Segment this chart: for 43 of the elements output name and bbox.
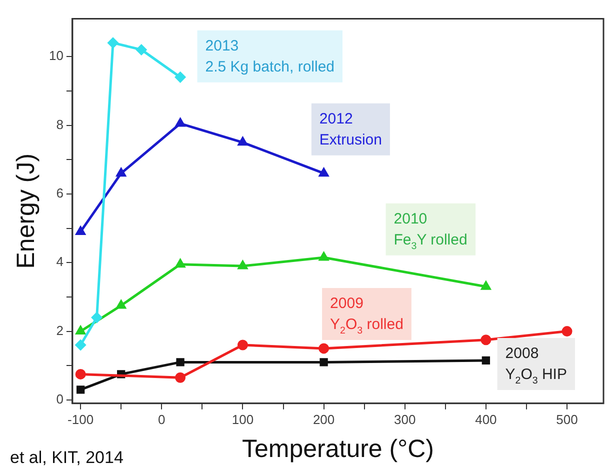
point xyxy=(76,386,85,394)
point xyxy=(76,326,86,335)
point xyxy=(136,44,147,55)
point xyxy=(481,281,491,290)
point xyxy=(92,312,102,323)
point xyxy=(116,168,126,177)
point xyxy=(237,340,248,350)
series-label: 2013 2.5 Kg batch, rolled xyxy=(205,37,335,76)
x-tick-label: 400 xyxy=(475,412,497,427)
point xyxy=(175,72,186,82)
point xyxy=(319,168,329,177)
point xyxy=(238,260,248,270)
point xyxy=(562,326,572,337)
series-label: 2012 Extrusion xyxy=(319,110,382,148)
point xyxy=(318,343,330,354)
point xyxy=(116,300,126,309)
point xyxy=(75,340,86,350)
point xyxy=(176,118,186,127)
x-tick-label: 100 xyxy=(232,412,254,427)
x-tick-label: -100 xyxy=(68,412,94,427)
point xyxy=(76,226,86,235)
x-tick-label: 300 xyxy=(394,412,416,427)
point xyxy=(319,252,329,261)
point xyxy=(482,356,490,365)
x-tick-label: 0 xyxy=(158,412,166,427)
y-tick-label: 4 xyxy=(56,254,64,270)
x-tick-label: 200 xyxy=(312,412,335,427)
point xyxy=(176,358,184,366)
y-axis-title: Energy (J) xyxy=(12,153,40,269)
point xyxy=(108,38,118,48)
y-tick-label: 8 xyxy=(56,116,64,132)
y-tick-label: 2 xyxy=(56,322,64,338)
point xyxy=(480,334,492,346)
point xyxy=(175,372,186,383)
x-tick-label: 500 xyxy=(556,412,578,427)
y-tick-label: 10 xyxy=(48,48,64,64)
point xyxy=(176,259,186,268)
point xyxy=(75,368,86,380)
text: et al, KIT, 2014 xyxy=(10,448,124,467)
point xyxy=(320,358,328,366)
y-tick-label: 0 xyxy=(56,392,64,407)
y-tick-label: 6 xyxy=(56,186,64,201)
x-axis-title: Temperature (°C) xyxy=(242,434,434,463)
